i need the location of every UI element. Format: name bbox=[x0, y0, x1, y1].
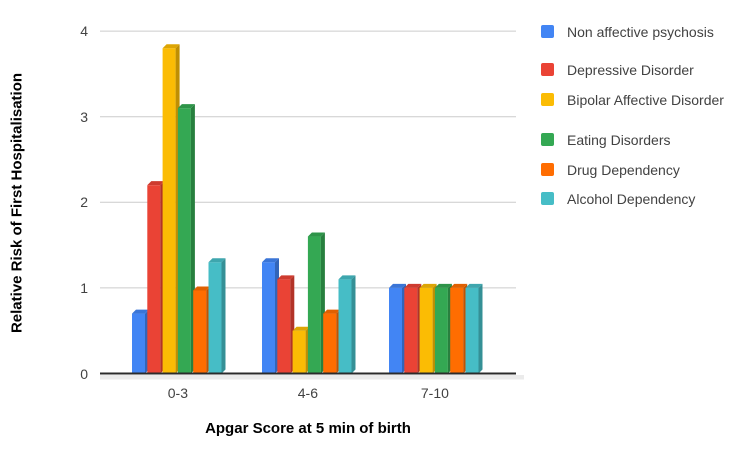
legend-swatch-drug-dependency bbox=[541, 163, 554, 176]
legend-item-drug-dependency: Drug Dependency bbox=[541, 162, 741, 178]
legend-item-depressive-disorder: Depressive Disorder bbox=[541, 62, 741, 78]
bar-drug-dependency-7-10 bbox=[450, 283, 468, 374]
bar-eating-disorders-7-10 bbox=[434, 283, 452, 374]
bar-depressive-disorder-7-10 bbox=[404, 283, 422, 374]
legend-item-bipolar-affective-disorder: Bipolar Affective Disorder bbox=[541, 92, 741, 108]
bar-non-affective-psychosis-4-6 bbox=[262, 258, 279, 374]
bar-bipolar-affective-disorder-0-3 bbox=[162, 44, 180, 374]
legend-item-non-affective-psychosis: Non affective psychosis bbox=[541, 24, 741, 40]
x-tick-label-7-10: 7-10 bbox=[420, 385, 449, 401]
bar-bipolar-affective-disorder-4-6 bbox=[292, 326, 310, 374]
x-axis-title: Apgar Score at 5 min of birth bbox=[205, 420, 411, 437]
legend-label: Depressive Disorder bbox=[567, 62, 694, 78]
bar-non-affective-psychosis-0-3 bbox=[132, 309, 149, 374]
floor-shadow bbox=[100, 375, 524, 380]
bar-alcohol-dependency-0-3 bbox=[208, 258, 226, 374]
legend-item-alcohol-dependency: Alcohol Dependency bbox=[541, 191, 741, 207]
legend-label: Alcohol Dependency bbox=[567, 191, 696, 207]
x-tick-label-4-6: 4-6 bbox=[297, 385, 318, 401]
legend-swatch-bipolar-affective-disorder bbox=[541, 93, 554, 106]
bar-drug-dependency-0-3 bbox=[193, 286, 211, 374]
legend-label: Bipolar Affective Disorder bbox=[567, 92, 724, 108]
bar-alcohol-dependency-4-6 bbox=[338, 275, 356, 374]
legend-label: Drug Dependency bbox=[567, 162, 680, 178]
y-tick-label-3: 3 bbox=[80, 108, 88, 125]
y-axis-title: Relative Risk of First Hospitalisation bbox=[8, 72, 26, 334]
bar-eating-disorders-0-3 bbox=[177, 104, 195, 374]
legend-swatch-non-affective-psychosis bbox=[541, 25, 554, 38]
legend-label: Non affective psychosis bbox=[567, 24, 714, 40]
legend-swatch-eating-disorders bbox=[541, 133, 554, 146]
y-tick-label-4: 4 bbox=[80, 23, 88, 40]
bar-eating-disorders-4-6 bbox=[307, 232, 325, 374]
bar-non-affective-psychosis-7-10 bbox=[389, 283, 406, 374]
y-tick-label-2: 2 bbox=[80, 194, 88, 211]
bar-bipolar-affective-disorder-7-10 bbox=[419, 283, 437, 374]
y-tick-label-0: 0 bbox=[80, 365, 88, 382]
legend-swatch-alcohol-dependency bbox=[541, 192, 554, 205]
legend-item-eating-disorders: Eating Disorders bbox=[541, 132, 741, 148]
bar-drug-dependency-4-6 bbox=[323, 309, 341, 374]
bar-alcohol-dependency-7-10 bbox=[465, 283, 483, 374]
bar-depressive-disorder-4-6 bbox=[277, 275, 295, 374]
bar-depressive-disorder-0-3 bbox=[147, 181, 165, 374]
y-tick-label-1: 1 bbox=[80, 279, 88, 296]
legend-label: Eating Disorders bbox=[567, 132, 671, 148]
legend-swatch-depressive-disorder bbox=[541, 63, 554, 76]
x-tick-label-0-3: 0-3 bbox=[167, 385, 188, 401]
